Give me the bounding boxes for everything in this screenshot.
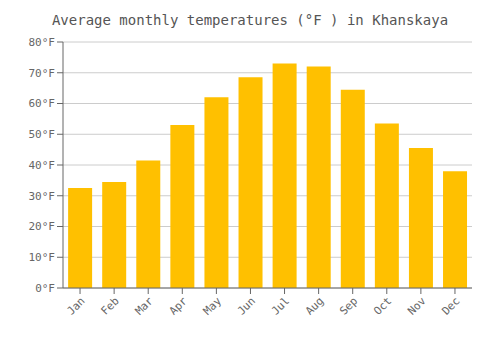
svg-text:Apr: Apr [167,294,191,318]
svg-text:80°F: 80°F [29,36,56,49]
svg-text:0°F: 0°F [35,282,55,295]
svg-text:May: May [201,294,225,318]
svg-text:Oct: Oct [371,294,394,317]
svg-text:30°F: 30°F [29,190,56,203]
svg-text:20°F: 20°F [29,220,56,233]
svg-text:70°F: 70°F [29,67,56,80]
svg-text:40°F: 40°F [29,159,56,172]
html-text:Average monthly temperatures (: Average monthly temperatures (°F ) in Kh… [51,12,449,28]
svg-text:50°F: 50°F [29,128,56,141]
svg-text:Jan: Jan [64,294,87,317]
svg-text:Mar: Mar [133,294,157,318]
svg-text:Dec: Dec [439,294,462,317]
svg-text:Aug: Aug [303,294,326,317]
svg-text:10°F: 10°F [29,251,56,264]
svg-text:Jul: Jul [269,294,292,317]
svg-text:Feb: Feb [99,294,122,317]
svg-text:Nov: Nov [405,294,429,318]
svg-text:Jun: Jun [235,294,258,317]
svg-text:60°F: 60°F [29,97,56,110]
svg-text:Sep: Sep [337,294,360,317]
